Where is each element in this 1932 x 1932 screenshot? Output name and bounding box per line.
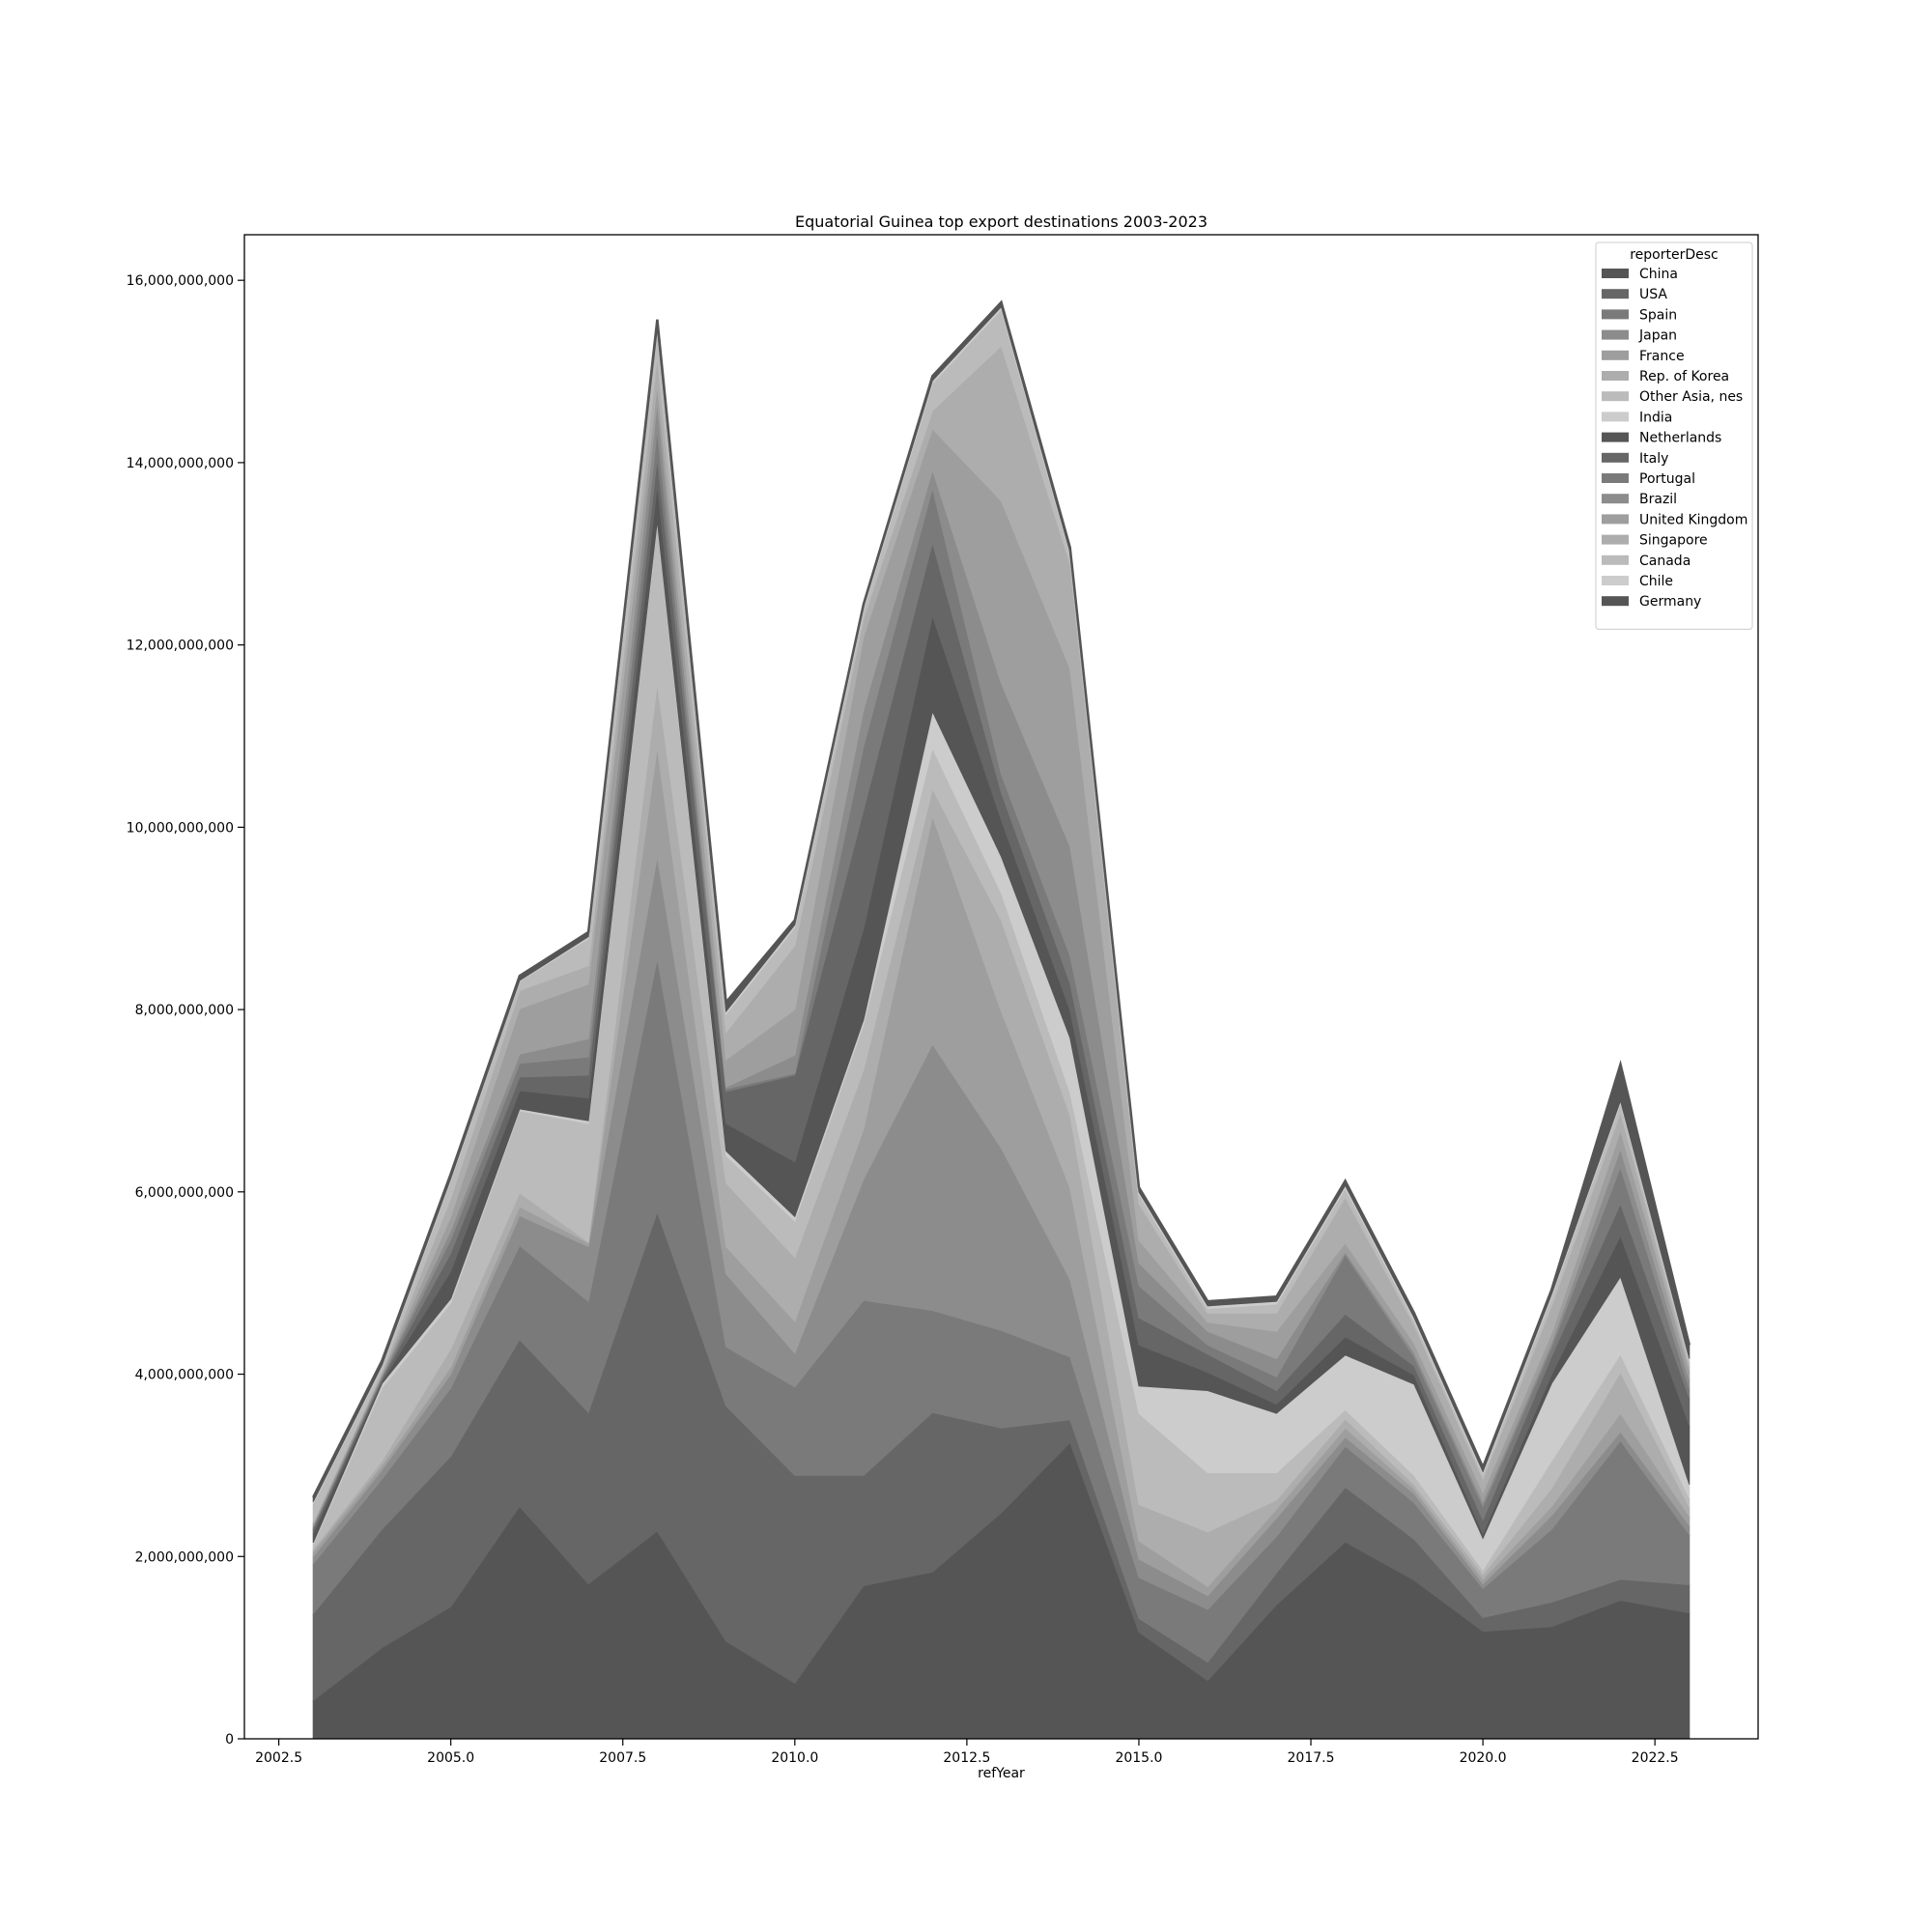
legend-title: reporterDesc xyxy=(1630,247,1719,263)
x-tick-label: 2020.0 xyxy=(1460,1750,1507,1766)
legend-swatch xyxy=(1602,371,1629,381)
legend-swatch xyxy=(1602,309,1629,320)
y-tick-label: 8,000,000,000 xyxy=(135,1003,234,1018)
legend-label: Singapore xyxy=(1639,533,1708,549)
y-tick-label: 2,000,000,000 xyxy=(135,1549,234,1565)
legend-label: Portugal xyxy=(1639,471,1695,487)
legend-swatch xyxy=(1602,329,1629,340)
y-tick-label: 0 xyxy=(225,1732,234,1747)
legend-label: Canada xyxy=(1639,554,1690,569)
legend-swatch xyxy=(1602,412,1629,422)
legend-swatch xyxy=(1602,514,1629,525)
legend-swatch xyxy=(1602,494,1629,504)
legend-label: Spain xyxy=(1639,307,1677,323)
y-tick-label: 16,000,000,000 xyxy=(127,273,234,289)
legend-swatch xyxy=(1602,269,1629,278)
legend-label: India xyxy=(1639,410,1672,425)
legend-label: Italy xyxy=(1639,451,1668,467)
legend-swatch xyxy=(1602,289,1629,299)
legend-swatch xyxy=(1602,452,1629,463)
legend-swatch xyxy=(1602,432,1629,442)
legend-box xyxy=(1595,242,1753,630)
x-tick-label: 2007.5 xyxy=(599,1750,646,1766)
legend-swatch xyxy=(1602,473,1629,483)
area-layers xyxy=(312,299,1691,1740)
x-axis-label: refYear xyxy=(978,1766,1025,1781)
legend-items: China USA Spain Japan France Rep. of Korea Oth… xyxy=(1602,267,1747,610)
legend-label: Japan xyxy=(1638,328,1677,344)
y-tick-label: 4,000,000,000 xyxy=(135,1368,234,1383)
legend-label: China xyxy=(1639,267,1678,282)
y-axis: 0 2,000,000,000 4,000,000,000 6,000,000,000… xyxy=(127,273,244,1747)
plot-frame xyxy=(243,234,1759,1740)
legend-label: United Kingdom xyxy=(1639,512,1747,527)
x-axis: 2002.5 2005.0 2007.5 2010.0 2012.5 2015.0 2017… xyxy=(255,1739,1679,1766)
legend-swatch xyxy=(1602,554,1629,565)
chart-title: Equatorial Guinea top export destination… xyxy=(795,213,1208,231)
legend-swatch xyxy=(1602,350,1629,360)
legend-swatch xyxy=(1602,534,1629,545)
y-tick-label: 12,000,000,000 xyxy=(127,639,234,654)
x-tick-label: 2015.0 xyxy=(1115,1750,1162,1766)
legend: reporterDesc China USA Spain Japan France Rep… xyxy=(1595,242,1753,630)
legend-label: Netherlands xyxy=(1639,431,1721,446)
legend-label: USA xyxy=(1639,287,1667,302)
y-tick-label: 10,000,000,000 xyxy=(127,820,234,836)
x-tick-label: 2017.5 xyxy=(1288,1750,1335,1766)
legend-swatch xyxy=(1602,391,1629,402)
legend-swatch xyxy=(1602,596,1629,607)
legend-label: Rep. of Korea xyxy=(1639,369,1729,384)
legend-label: Other Asia, nes xyxy=(1639,389,1743,405)
x-tick-label: 2012.5 xyxy=(943,1750,990,1766)
legend-label: Germany xyxy=(1639,594,1701,610)
x-tick-label: 2022.5 xyxy=(1632,1750,1679,1766)
x-tick-label: 2010.0 xyxy=(771,1750,818,1766)
x-tick-label: 2002.5 xyxy=(255,1750,302,1766)
legend-label: France xyxy=(1639,349,1685,364)
legend-label: Brazil xyxy=(1639,492,1677,507)
legend-swatch xyxy=(1602,576,1629,585)
y-tick-label: 14,000,000,000 xyxy=(127,456,234,471)
area-top-outline xyxy=(312,299,1691,1498)
y-tick-label: 6,000,000,000 xyxy=(135,1185,234,1201)
x-tick-label: 2005.0 xyxy=(427,1750,474,1766)
legend-label: Chile xyxy=(1639,574,1673,589)
